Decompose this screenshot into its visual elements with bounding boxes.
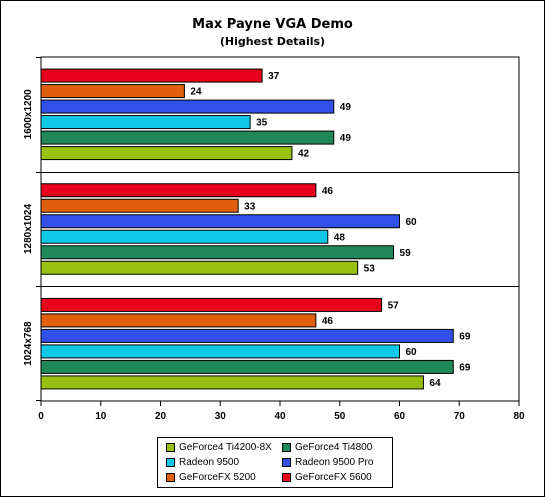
data-label: 49	[340, 133, 352, 144]
y-category-label: 1600x1200	[23, 89, 34, 139]
bar	[40, 130, 335, 145]
legend-swatch	[282, 472, 291, 482]
data-label: 69	[459, 362, 471, 373]
legend-swatch	[282, 442, 291, 452]
legend-item: Radeon 9500 Pro	[282, 455, 373, 469]
bar	[40, 198, 239, 213]
bar	[40, 328, 454, 343]
y-category-label: 1024x768	[23, 321, 34, 366]
bar	[40, 375, 424, 390]
plot-area	[40, 56, 520, 402]
y-category-label: 1280x1024	[23, 204, 34, 254]
bar	[40, 68, 263, 83]
data-label: 37	[268, 71, 280, 82]
bar	[40, 84, 185, 99]
data-label: 64	[429, 378, 441, 389]
bar	[40, 99, 335, 114]
data-label: 60	[406, 217, 418, 228]
bar	[40, 359, 454, 374]
bar	[40, 313, 317, 328]
x-tick-label: 30	[215, 411, 227, 422]
data-label: 33	[244, 201, 256, 212]
bar	[40, 229, 329, 244]
x-tick-label: 0	[38, 411, 44, 422]
legend-item: GeForce4 Ti4800	[282, 440, 372, 454]
legend-label: Radeon 9500	[179, 456, 240, 468]
bar	[40, 344, 400, 359]
bar	[40, 245, 395, 260]
legend-item: GeForceFX 5200	[166, 470, 256, 484]
data-label: 48	[334, 232, 346, 243]
data-label: 24	[190, 87, 202, 98]
legend-item: GeForce4 Ti4200-8X	[166, 440, 272, 454]
legend-swatch	[166, 457, 175, 467]
data-label: 53	[364, 263, 376, 274]
data-label: 57	[388, 300, 400, 311]
data-label: 49	[340, 102, 352, 113]
bar	[40, 297, 383, 312]
bar	[40, 146, 293, 161]
data-label: 35	[256, 118, 268, 129]
x-tick-label: 70	[454, 411, 466, 422]
legend: GeForce4 Ti4200-8X GeForce4 Ti4800 Radeon …	[157, 437, 393, 488]
x-tick-label: 10	[95, 411, 107, 422]
x-tick-label: 40	[274, 411, 286, 422]
data-label: 69	[459, 331, 471, 342]
chart-title: Max Payne VGA Demo	[192, 17, 353, 32]
x-tick-label: 60	[394, 411, 406, 422]
bar	[40, 183, 317, 198]
legend-swatch	[282, 457, 291, 467]
chart-subtitle: (Highest Details)	[219, 35, 326, 48]
data-label: 59	[400, 248, 412, 259]
legend-label: GeForceFX 5600	[295, 471, 372, 483]
x-tick-label: 20	[155, 411, 167, 422]
legend-label: GeForce4 Ti4200-8X	[179, 441, 272, 453]
legend-swatch	[166, 472, 175, 482]
bar	[40, 214, 400, 229]
bar	[40, 115, 251, 130]
legend-item: Radeon 9500	[166, 455, 239, 469]
data-label: 42	[298, 149, 310, 160]
legend-label: Radeon 9500 Pro	[295, 456, 374, 468]
legend-label: GeForceFX 5200	[179, 471, 256, 483]
legend-swatch	[166, 442, 175, 452]
data-label: 46	[322, 316, 334, 327]
x-tick-label: 80	[513, 411, 525, 422]
legend-item: GeForceFX 5600	[282, 470, 372, 484]
x-tick-label: 50	[334, 411, 346, 422]
data-label: 46	[322, 186, 334, 197]
data-label: 60	[406, 347, 418, 358]
bar	[40, 260, 359, 275]
legend-label: GeForce4 Ti4800	[295, 441, 373, 453]
